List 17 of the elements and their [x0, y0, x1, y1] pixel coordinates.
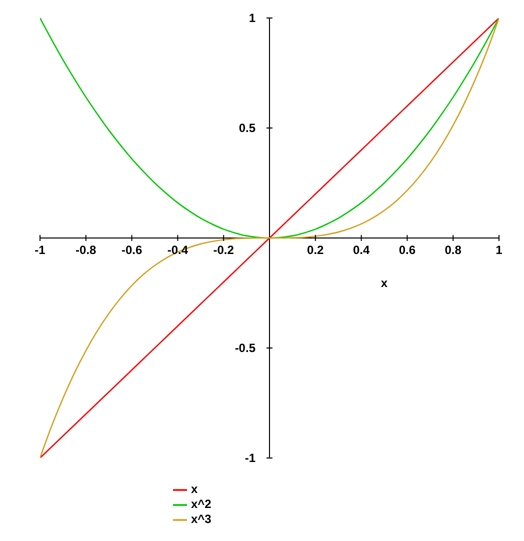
legend-label: x	[191, 482, 198, 496]
x-tick-label: 0.6	[398, 243, 416, 257]
y-tick-label: 1	[248, 11, 256, 25]
x-axis-title: x	[380, 276, 389, 290]
x-tick-label: -0.8	[76, 243, 97, 257]
x-tick-label: 0.8	[444, 243, 462, 257]
y-tick-label: 0.5	[238, 121, 256, 135]
x-tick-label: -0.2	[213, 243, 234, 257]
y-tick-label: -0.5	[234, 341, 256, 355]
x-tick-label: 1	[496, 243, 503, 257]
legend-label: x^3	[191, 512, 212, 526]
x-tick-label: 0.2	[307, 243, 324, 257]
y-tick-label: -1	[244, 451, 256, 465]
x-tick-label: -1	[34, 243, 46, 257]
x-tick-label: 0.4	[352, 243, 370, 257]
legend-label: x^2	[191, 497, 212, 511]
x-tick-label: -0.6	[121, 243, 142, 257]
